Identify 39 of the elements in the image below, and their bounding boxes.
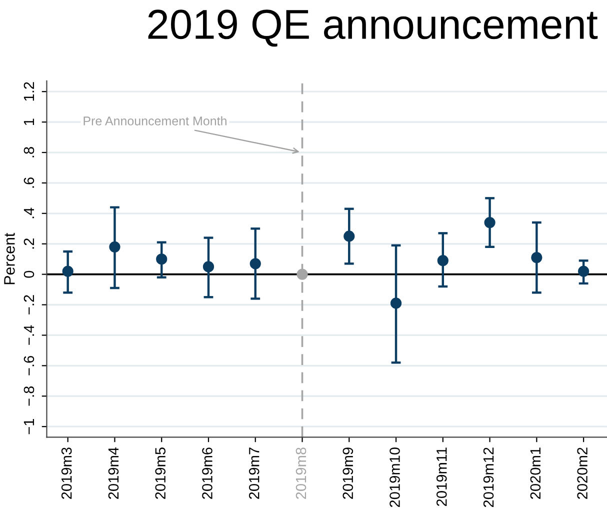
x-tick-label: 2019m9 — [342, 448, 354, 499]
y-tick-label: .4 — [24, 208, 34, 218]
y-tick-label: 1 — [24, 118, 34, 125]
point — [531, 252, 542, 264]
y-tick-label: .6 — [24, 178, 34, 188]
point — [390, 298, 402, 309]
point — [62, 266, 74, 277]
x-tick-label: 2020m1 — [530, 448, 541, 499]
point — [578, 266, 590, 277]
y-tick-label: −1 — [24, 418, 34, 434]
point — [156, 254, 168, 265]
y-tick-label: −.6 — [24, 356, 34, 376]
x-tick-label: 2019m7 — [248, 448, 260, 499]
annotation: Pre Announcement Month — [84, 116, 226, 126]
point — [296, 268, 308, 280]
x-tick-label: 2019m4 — [108, 447, 119, 499]
point — [202, 261, 214, 272]
x-tick-label: 2019m3 — [61, 448, 72, 499]
y-tick-label: −.2 — [24, 295, 34, 314]
y-tick-label: 1.2 — [24, 82, 34, 101]
chart-title: 2019 QE announcement — [148, 10, 598, 47]
y-tick-label: −.4 — [24, 325, 34, 345]
point — [344, 230, 355, 242]
y-tick-label: .2 — [24, 238, 34, 249]
x-tick-label: 2019m6 — [202, 448, 212, 499]
x-tick-label: 2019m12 — [483, 448, 494, 508]
y-tick-label: 0 — [24, 270, 34, 278]
x-tick-label: 2019m11 — [436, 448, 447, 506]
x-tick-label: 2020m2 — [577, 448, 588, 499]
y-axis-title: Percent — [4, 232, 15, 284]
x-tick-label: 2019m10 — [390, 448, 400, 508]
y-tick-label: .8 — [24, 147, 34, 158]
point — [437, 255, 448, 266]
x-tick-label: 2019m8 — [296, 448, 306, 499]
point — [484, 216, 496, 228]
point — [109, 241, 120, 252]
point — [250, 258, 261, 270]
y-tick-label: −.8 — [24, 386, 34, 406]
x-tick-label: 2019m5 — [155, 448, 166, 499]
